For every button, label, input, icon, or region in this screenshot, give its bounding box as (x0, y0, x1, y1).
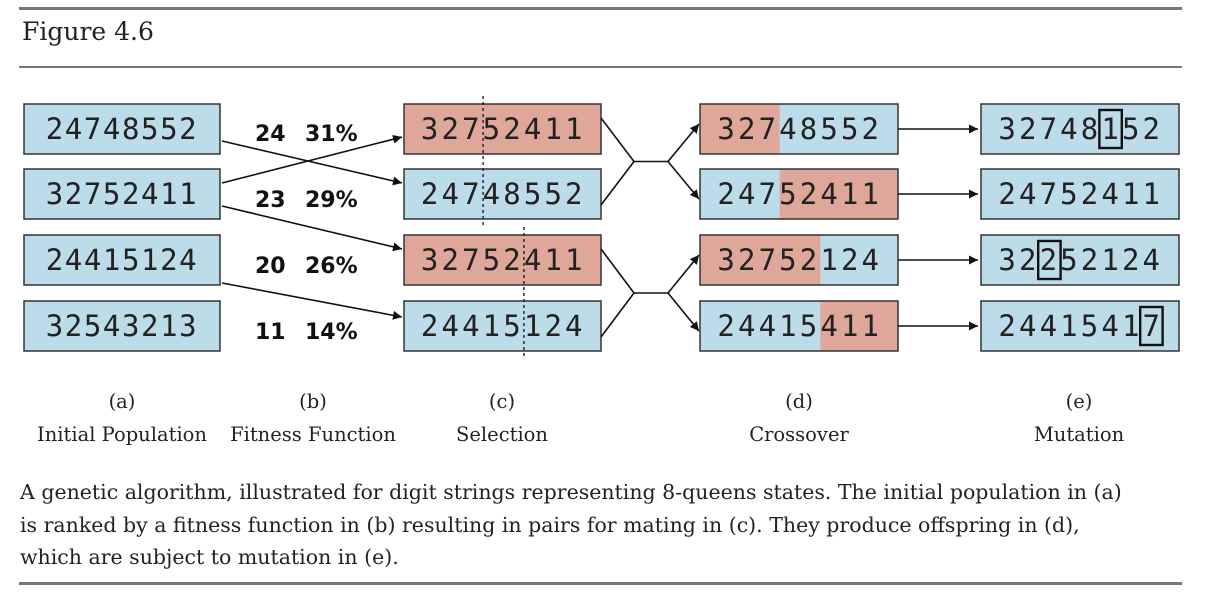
population-string: 32543213 (46, 309, 198, 343)
mutated-string: 32748152 (998, 112, 1161, 146)
caption-line: is ranked by a fitness function in (b) r… (20, 512, 1080, 537)
genetic-algorithm-diagram: 24748552 32752411 24415124 32543213 24 31% 23 2… (23, 96, 1180, 446)
selection-arrow (221, 140, 403, 186)
column-letter-label: (d) (785, 390, 813, 413)
caption-line: A genetic algorithm, illustrated for dig… (20, 480, 1122, 504)
column-name-label: Crossover (749, 423, 849, 446)
population-string: 24415124 (46, 243, 198, 277)
selected-parent-box (403, 300, 602, 352)
offspring-arrow (667, 160, 700, 200)
fitness-percent: 26% (305, 254, 358, 279)
offspring-string: 24752411 (717, 177, 880, 211)
population-box (23, 234, 221, 286)
offspring-pink-segment (700, 104, 780, 154)
offspring-pink-segment (779, 169, 898, 219)
offspring-arrow (667, 123, 700, 163)
selection-arrow (221, 134, 403, 184)
population-box (23, 300, 221, 352)
selected-parent-string: 32752411 (421, 112, 584, 146)
column-name-label: Initial Population (37, 423, 207, 446)
fitness-percent: 29% (305, 188, 358, 213)
column-letter-label: (c) (489, 390, 515, 413)
mutated-box (980, 103, 1180, 155)
population-box (23, 168, 221, 220)
mutated-box (980, 234, 1180, 286)
offspring-arrow (667, 254, 700, 294)
population-string: 32752411 (46, 177, 198, 211)
mutated-string: 32252124 (998, 243, 1161, 277)
fitness-score: 23 (255, 188, 286, 213)
offspring-string: 32748552 (717, 112, 880, 146)
mutated-digit-highlight (1036, 239, 1062, 281)
selected-parent-string: 32752411 (421, 243, 584, 277)
top-rule (19, 7, 1182, 10)
fitness-percent: 31% (305, 122, 358, 147)
offspring-pink-segment (820, 301, 898, 351)
title-rule (19, 66, 1182, 68)
figure-caption: A genetic algorithm, illustrated for dig… (20, 476, 1185, 574)
mutated-digit-highlight (1098, 108, 1124, 150)
selected-parent-box (403, 168, 602, 220)
crossover-join (600, 117, 636, 206)
selected-parent-box (403, 234, 602, 286)
offspring-arrow (667, 292, 700, 332)
fitness-score: 11 (255, 320, 286, 345)
selected-parent-box (403, 103, 602, 155)
crossover-join (600, 248, 635, 338)
column-letter-label: (e) (1066, 390, 1093, 413)
population-string: 24748552 (46, 112, 198, 146)
column-letter-label: (a) (109, 390, 136, 413)
offspring-pink-segment (700, 235, 821, 285)
offspring-string: 24415411 (717, 309, 880, 343)
offspring-string: 32752124 (717, 243, 880, 277)
fitness-score: 20 (255, 254, 286, 279)
figure-title: Figure 4.6 (22, 17, 154, 46)
population-box (23, 103, 221, 155)
column-name-label: Selection (456, 423, 548, 446)
caption-line: which are subject to mutation in (e). (20, 545, 399, 569)
selected-parent-string: 24748552 (421, 177, 584, 211)
mutated-digit-highlight (1138, 305, 1164, 347)
mutated-string: 24415417 (998, 309, 1161, 343)
column-letter-label: (b) (299, 390, 327, 413)
column-name-label: Fitness Function (230, 423, 396, 446)
fitness-percent: 14% (305, 320, 358, 345)
mutated-box (980, 168, 1180, 220)
bottom-rule (19, 582, 1182, 585)
selection-arrow (221, 205, 403, 252)
selected-parent-string: 24415124 (421, 309, 584, 343)
mutated-box (980, 300, 1180, 352)
selection-arrow (221, 282, 403, 320)
fitness-score: 24 (255, 122, 286, 147)
column-name-label: Mutation (1034, 423, 1125, 446)
mutated-string: 24752411 (998, 177, 1161, 211)
